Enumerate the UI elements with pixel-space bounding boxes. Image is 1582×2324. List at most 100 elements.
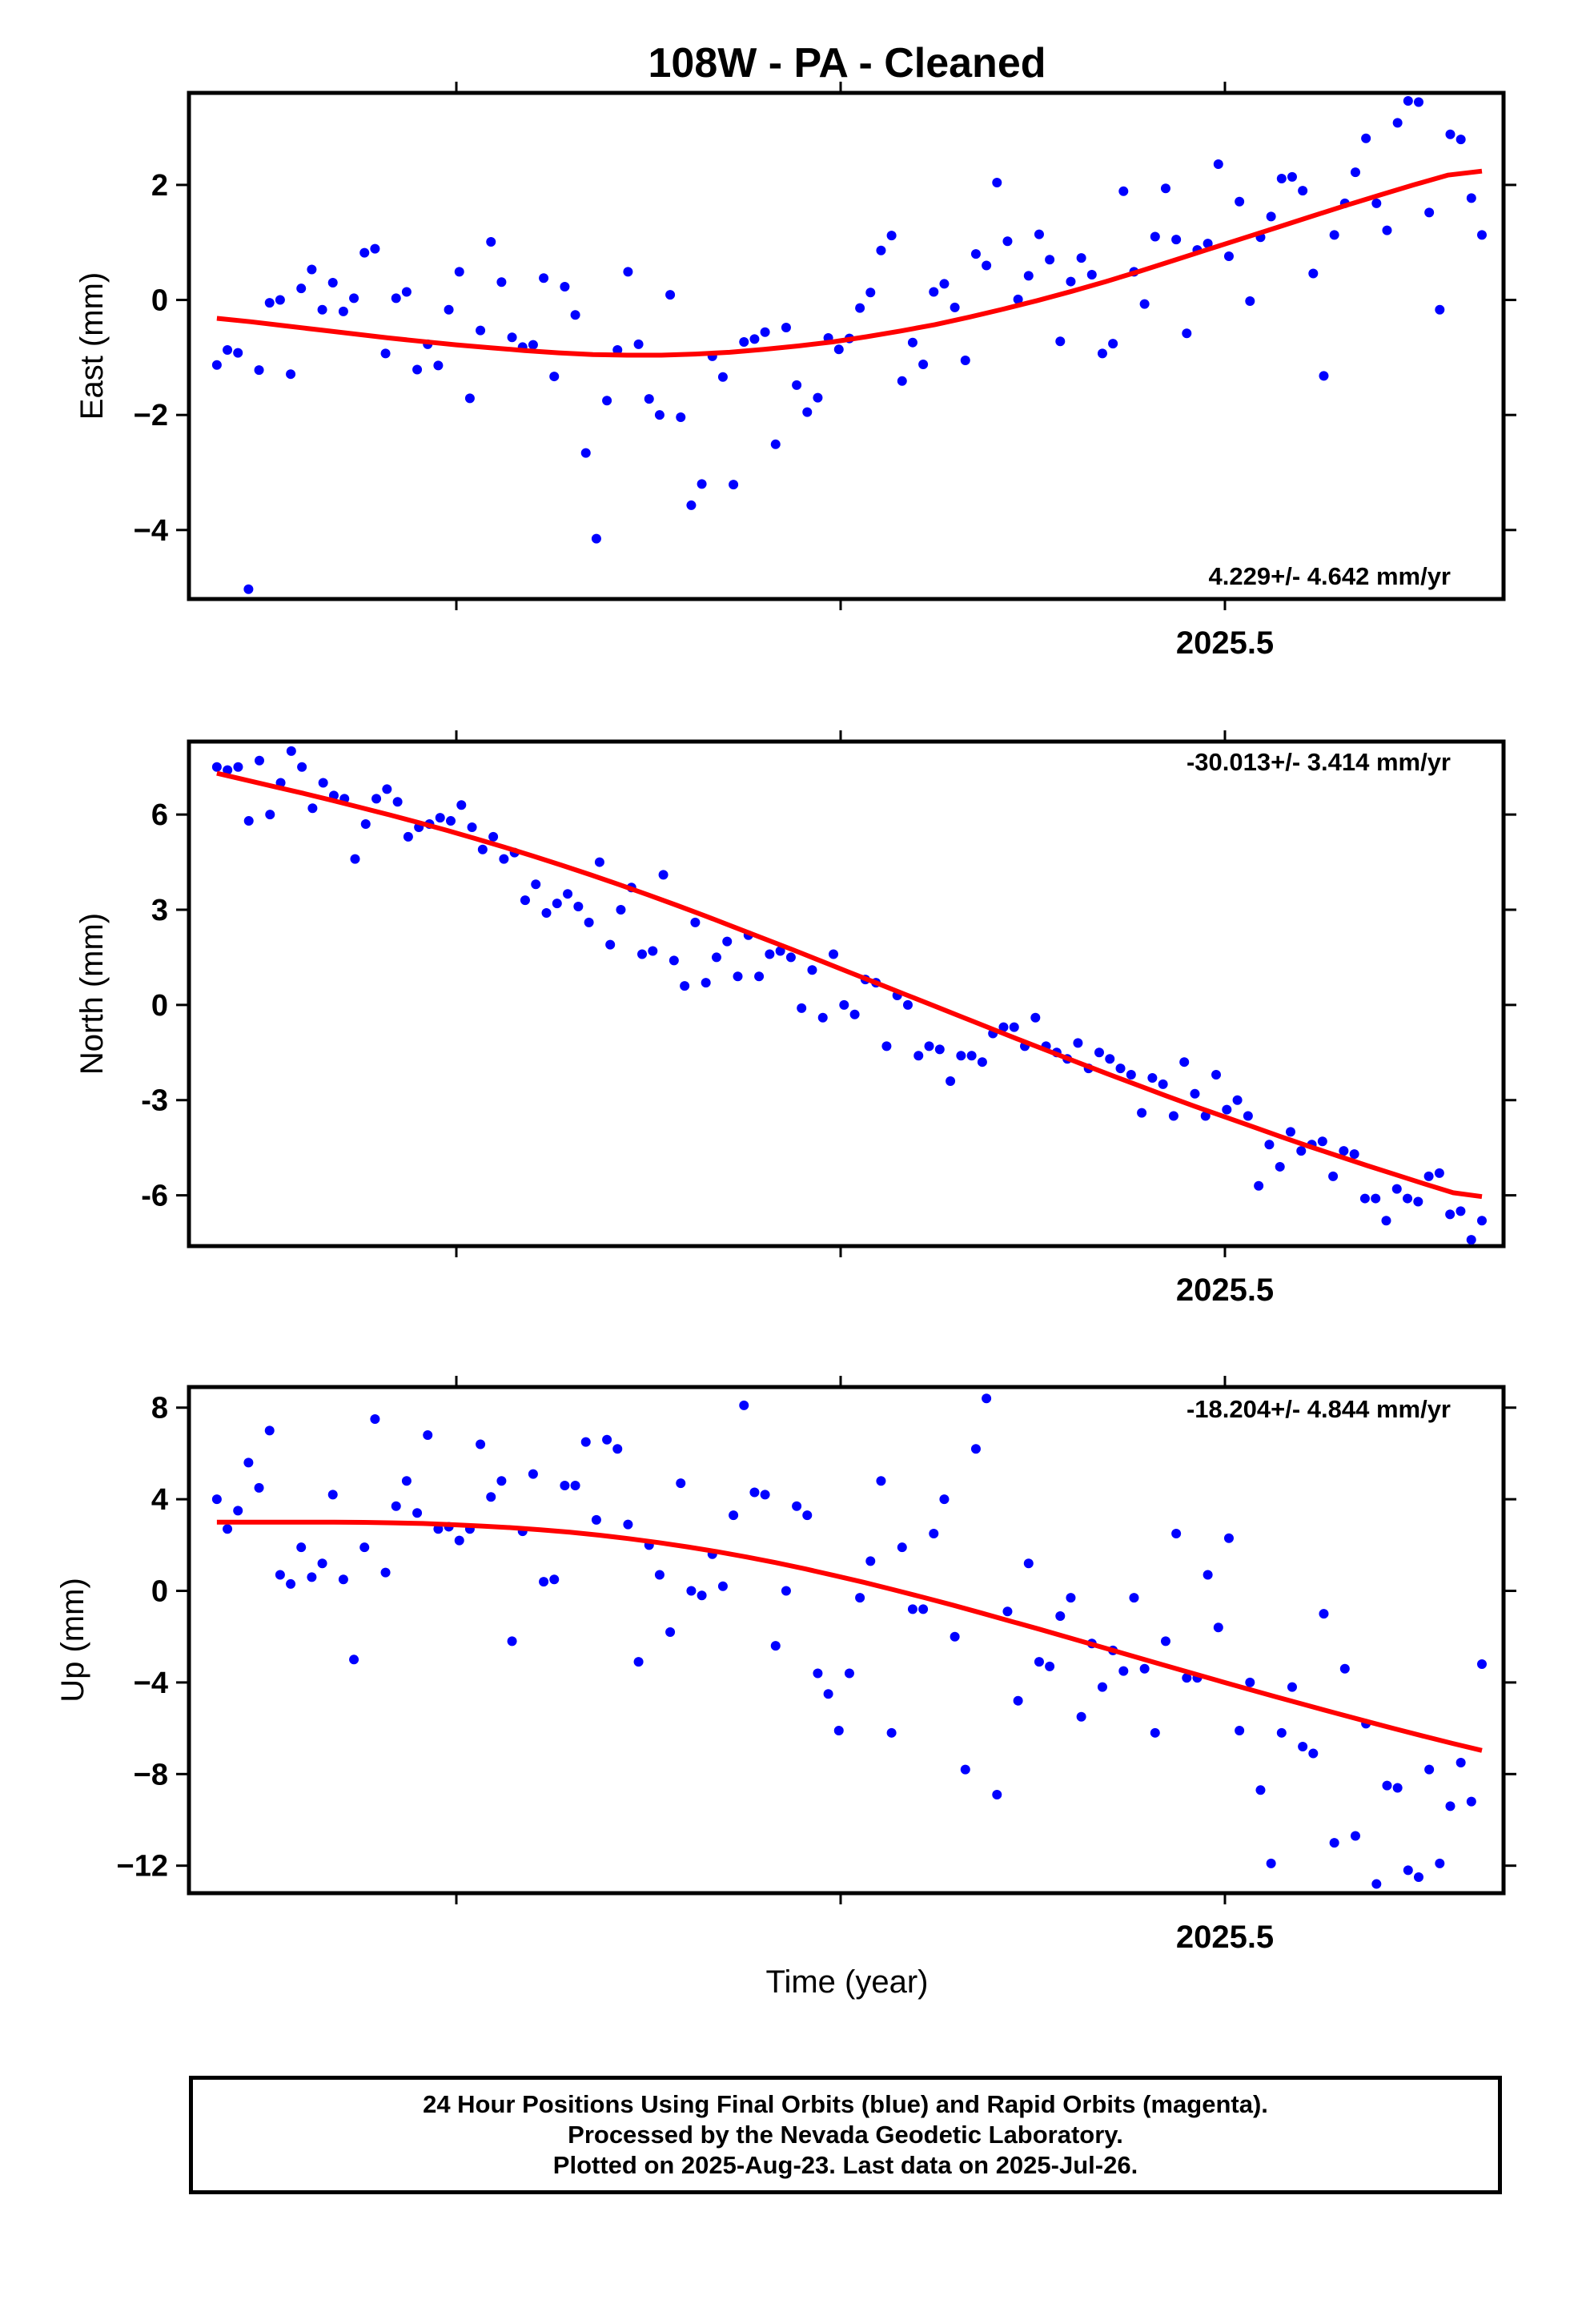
data-point bbox=[1403, 96, 1413, 107]
data-point bbox=[865, 287, 876, 298]
data-point bbox=[1319, 1609, 1329, 1619]
data-point bbox=[1126, 1070, 1136, 1080]
data-point bbox=[1034, 1657, 1044, 1667]
data-point bbox=[1371, 1879, 1382, 1889]
data-point bbox=[966, 1051, 977, 1061]
data-point bbox=[1222, 1104, 1232, 1115]
data-point bbox=[391, 293, 401, 304]
footer-line-1: 24 Hour Positions Using Final Orbits (bl… bbox=[423, 2090, 1268, 2118]
data-point bbox=[233, 348, 243, 358]
data-point bbox=[605, 939, 616, 950]
data-point bbox=[1108, 339, 1118, 349]
data-point bbox=[717, 1581, 728, 1591]
data-point bbox=[254, 1482, 264, 1493]
data-point bbox=[1235, 196, 1245, 207]
data-point bbox=[1434, 1168, 1444, 1178]
y-tick-label: 0 bbox=[151, 284, 168, 318]
data-point bbox=[1359, 1193, 1370, 1204]
velocity-rate-label: 4.229+/- 4.642 mm/yr bbox=[1209, 562, 1451, 590]
data-point bbox=[1266, 1858, 1276, 1868]
data-point bbox=[1171, 1529, 1182, 1539]
data-point bbox=[701, 978, 711, 988]
data-point bbox=[669, 955, 679, 966]
data-point bbox=[307, 264, 317, 275]
data-point bbox=[296, 283, 307, 294]
data-point bbox=[918, 359, 929, 369]
data-point bbox=[992, 1790, 1002, 1800]
data-point bbox=[623, 267, 633, 277]
data-point bbox=[454, 1535, 464, 1546]
data-point bbox=[477, 844, 488, 854]
figure-title: 108W - PA - Cleaned bbox=[648, 40, 1046, 86]
data-point bbox=[560, 282, 570, 292]
data-point bbox=[792, 1501, 802, 1511]
data-point bbox=[1002, 1606, 1013, 1617]
plot-frame bbox=[187, 739, 1506, 1248]
panel-east: 2025.5 −4 −2 0 2 East (mm) 4.229+/- 4.642 mm/y… bbox=[74, 82, 1516, 661]
data-point bbox=[539, 273, 549, 283]
data-point bbox=[654, 410, 665, 420]
data-point bbox=[616, 905, 626, 915]
data-point bbox=[754, 971, 765, 982]
data-point bbox=[1245, 1677, 1255, 1687]
y-tick-label: 8 bbox=[151, 1392, 168, 1425]
data-point bbox=[1076, 1711, 1086, 1722]
data-point bbox=[902, 999, 913, 1010]
data-point bbox=[1423, 1171, 1434, 1181]
data-point bbox=[865, 1556, 876, 1566]
data-point bbox=[1287, 171, 1297, 182]
data-point bbox=[1137, 1108, 1147, 1118]
data-point bbox=[781, 323, 791, 333]
data-point bbox=[1382, 225, 1392, 235]
data-point bbox=[286, 369, 296, 380]
data-point bbox=[1086, 269, 1097, 279]
data-point bbox=[823, 1689, 833, 1699]
data-point bbox=[1129, 1593, 1139, 1603]
footer-legend-box: 24 Hour Positions Using Final Orbits (bl… bbox=[189, 2076, 1502, 2194]
data-point bbox=[950, 302, 960, 312]
data-point bbox=[1339, 1146, 1349, 1156]
data-point bbox=[1150, 231, 1160, 242]
data-point bbox=[286, 1578, 296, 1589]
data-point bbox=[960, 1764, 970, 1775]
data-point bbox=[528, 1469, 538, 1479]
data-point bbox=[839, 999, 849, 1010]
data-point bbox=[1403, 1865, 1413, 1876]
data-point bbox=[496, 1476, 507, 1486]
y-axis-label: East (mm) bbox=[74, 272, 110, 420]
trend-fit-line bbox=[216, 1519, 1483, 1753]
data-point bbox=[591, 533, 601, 544]
data-point bbox=[580, 1437, 591, 1447]
data-point bbox=[1381, 1216, 1391, 1226]
velocity-rate-label: -30.013+/- 3.414 mm/yr bbox=[1186, 748, 1451, 776]
data-point bbox=[717, 372, 728, 382]
data-point bbox=[1329, 230, 1339, 240]
data-point bbox=[1392, 118, 1403, 128]
data-point bbox=[423, 1430, 433, 1441]
data-point bbox=[950, 1631, 960, 1642]
data-point bbox=[855, 1593, 865, 1603]
data-point bbox=[1287, 1682, 1297, 1692]
data-point bbox=[1076, 253, 1086, 263]
data-point bbox=[992, 178, 1002, 188]
data-point bbox=[1160, 183, 1170, 194]
x-tick-label: 2025.5 bbox=[1176, 625, 1274, 661]
data-point bbox=[456, 800, 467, 810]
data-point bbox=[1055, 336, 1066, 347]
data-point bbox=[722, 936, 733, 947]
data-point bbox=[211, 762, 222, 772]
data-point bbox=[876, 245, 886, 255]
data-point bbox=[1285, 1127, 1295, 1137]
data-point bbox=[729, 480, 739, 490]
data-point bbox=[591, 1514, 601, 1525]
data-point bbox=[1275, 1161, 1285, 1172]
data-point bbox=[211, 1494, 222, 1505]
data-point bbox=[1403, 1193, 1413, 1204]
data-point bbox=[1298, 186, 1308, 196]
data-point bbox=[307, 803, 318, 814]
data-point bbox=[254, 365, 264, 376]
data-point bbox=[580, 448, 591, 458]
data-point bbox=[486, 1492, 496, 1502]
data-point bbox=[1254, 1180, 1264, 1191]
data-point bbox=[1456, 135, 1466, 145]
